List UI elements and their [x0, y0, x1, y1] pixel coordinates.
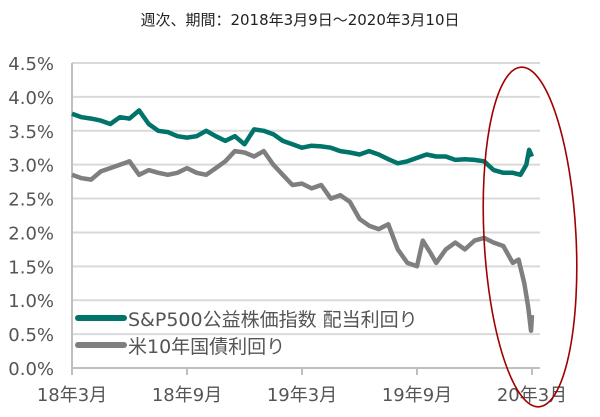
y-tick-label: 0.0%: [8, 359, 54, 380]
series-line-sp500-utilities: [71, 108, 535, 178]
series-line-us10y: [71, 148, 535, 333]
x-tick-label: 18年3月: [37, 385, 107, 406]
highlight-ellipse: [482, 66, 578, 408]
legend-label-us10y: 米10年国債利回り: [128, 336, 285, 358]
x-tick-label: 18年9月: [152, 385, 222, 406]
series-lines: [71, 108, 535, 333]
x-tick-label: 20年3月: [497, 385, 567, 406]
x-axis-ticks: 18年3月 18年9月 19年3月 19年9月 20年3月: [37, 368, 567, 406]
y-tick-label: 1.5%: [8, 257, 54, 278]
y-tick-label: 0.5%: [8, 325, 54, 346]
y-tick-label: 4.0%: [8, 88, 54, 109]
chart-title: 週次、期間：2018年3月9日～2020年3月10日: [140, 11, 459, 29]
x-tick-label: 19年9月: [382, 385, 452, 406]
y-tick-label: 3.0%: [8, 156, 54, 177]
y-tick-label: 4.5%: [8, 54, 54, 75]
y-axis-ticks: 0.0% 0.5% 1.0% 1.5% 2.0% 2.5% 3.0% 3.5% 4.0% 4.5%: [8, 54, 54, 380]
y-tick-label: 1.0%: [8, 291, 54, 312]
y-tick-label: 3.5%: [8, 122, 54, 143]
legend-label-sp500-utilities: S&P500公益株価指数 配当利回り: [128, 309, 418, 331]
x-tick-label: 19年3月: [267, 385, 337, 406]
y-tick-label: 2.5%: [8, 190, 54, 211]
gridlines: [71, 62, 540, 369]
y-tick-label: 2.0%: [8, 223, 54, 244]
legend: S&P500公益株価指数 配当利回り 米10年国債利回り: [75, 309, 418, 358]
